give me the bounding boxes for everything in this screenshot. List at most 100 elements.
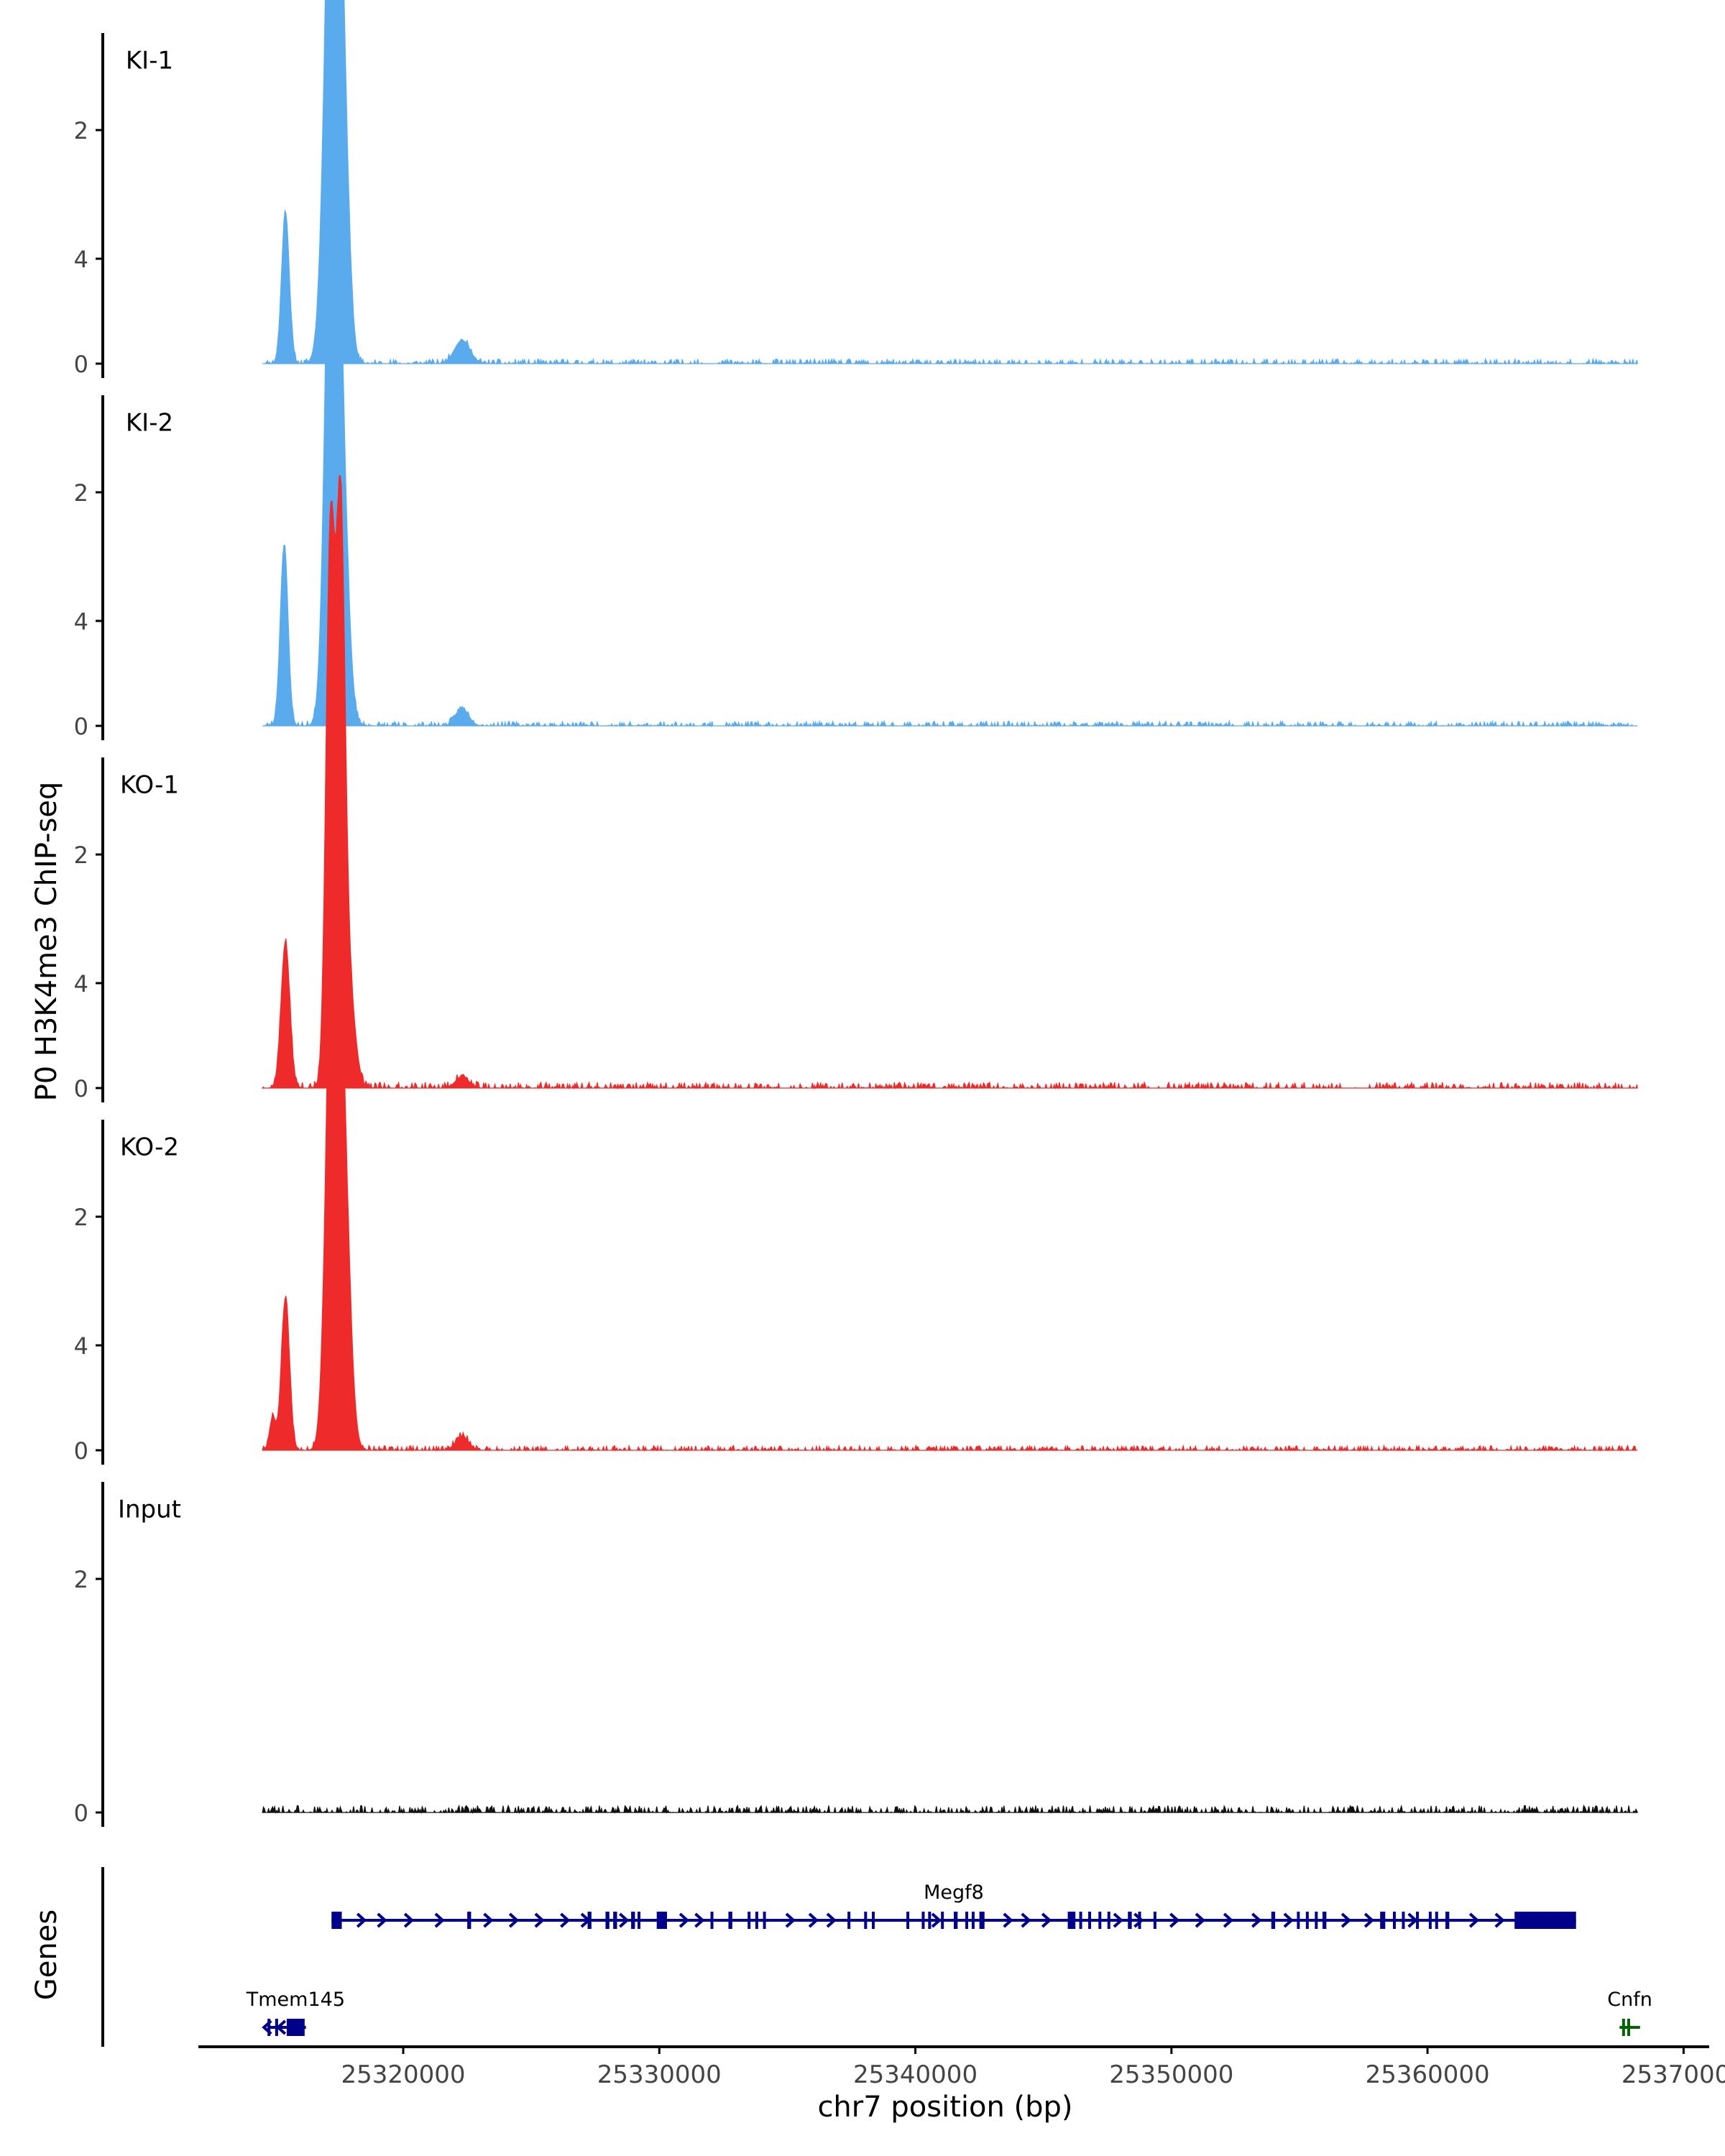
signal-area-input	[262, 1804, 1639, 1815]
gene-exon	[748, 1912, 751, 1929]
strand-arrow	[560, 1912, 571, 1928]
signal-area-ko-2	[262, 791, 1638, 1452]
gene-exon	[267, 2019, 271, 2036]
gene-exon	[1435, 1912, 1438, 1929]
strand-arrow	[1223, 1912, 1234, 1928]
genes-axis-title: Genes	[30, 1909, 63, 2000]
strand-arrow	[275, 2019, 287, 2035]
y-tick-label: 2	[74, 479, 88, 507]
track-ki-1: 0 2 4 KI-1	[74, 0, 1638, 378]
x-tick-label: 25350000	[1109, 2060, 1233, 2089]
strand-arrow	[1169, 1912, 1180, 1928]
x-axis-title: chr7 position (bp)	[817, 2091, 1072, 2124]
gene-exon	[1271, 1912, 1276, 1929]
gene-exon	[728, 1912, 732, 1929]
strand-arrow	[1133, 1912, 1144, 1928]
gene-exon	[1622, 2019, 1625, 2036]
x-tick-label: 25340000	[853, 2060, 978, 2089]
gene-exon	[613, 1912, 617, 1929]
gene-label: Megf8	[924, 1881, 984, 1904]
gene-exon	[1107, 1912, 1110, 1929]
y-tick-label: 0	[74, 1437, 88, 1465]
gene-exon	[941, 1912, 944, 1929]
gene-label: Tmem145	[246, 1989, 345, 2011]
y-axis-title: P0 H3K4me3 ChIP-seq	[30, 782, 63, 1102]
y-tick-label: 4	[74, 246, 88, 273]
strand-arrow	[1021, 1912, 1031, 1928]
y-tick-label: 4	[74, 1332, 88, 1360]
strand-arrow	[808, 1912, 819, 1928]
track-label: KI-2	[126, 409, 173, 438]
gene-exon	[965, 1912, 969, 1929]
x-tick-label: 25370000	[1622, 2060, 1725, 2089]
y-tick-label: 4	[74, 608, 88, 635]
gene-exon	[656, 1912, 667, 1929]
track-ki-2: 0 2 4 KI-2	[74, 26, 1638, 740]
strand-arrow	[826, 1912, 837, 1928]
strand-arrow	[931, 1912, 942, 1928]
signal-area-ki-1	[262, 0, 1638, 366]
strand-arrow	[678, 1912, 690, 1928]
x-axis: 25320000 25330000 25340000 25350000 25360000…	[198, 2045, 1725, 2089]
gene-exon	[1079, 1912, 1082, 1929]
gene-exon	[755, 1912, 758, 1929]
gene-exon	[1627, 2019, 1630, 2036]
gene-exon	[605, 1912, 610, 1929]
gene-exon	[1393, 1912, 1397, 1929]
gene-exon	[1445, 1912, 1450, 1929]
gene-exon	[954, 1912, 958, 1929]
signal-area-ko-1	[261, 474, 1638, 1090]
y-tick-label: 0	[74, 351, 88, 378]
gene-exon	[286, 2019, 305, 2036]
y-tick-label: 4	[74, 970, 88, 998]
track-input: 0 2 4 Input	[74, 1332, 1639, 1827]
strand-arrow	[785, 1912, 796, 1928]
gene-exon	[847, 1912, 851, 1929]
signal-area-ki-2	[262, 26, 1638, 728]
track-label: KO-2	[120, 1133, 179, 1162]
genes-panel: Megf8 Tmem145 Cnfn	[101, 1867, 1652, 2047]
strand-arrow	[1041, 1912, 1052, 1928]
strand-arrow	[1468, 1912, 1480, 1928]
gene-exon	[921, 1912, 925, 1929]
gene-exon	[1315, 1912, 1318, 1929]
strand-arrow	[483, 1912, 494, 1928]
gene-exon	[467, 1912, 472, 1929]
y-tick-label: 2	[74, 117, 88, 144]
track-ko-2: 0 2 4 KO-2	[74, 791, 1638, 1465]
gene-exon	[1305, 1912, 1309, 1929]
y-tick-label: 2	[74, 1204, 88, 1231]
gene-exon	[864, 1912, 868, 1929]
strand-arrow	[580, 1912, 591, 1928]
strand-arrow	[508, 1912, 520, 1928]
y-tick-label: 0	[74, 1800, 88, 1827]
track-label: Input	[118, 1496, 181, 1524]
x-tick-label: 25320000	[341, 2060, 465, 2089]
strand-arrow	[1363, 1912, 1375, 1928]
strand-arrow	[619, 1912, 630, 1928]
strand-arrow	[534, 1912, 545, 1928]
strand-arrow	[403, 1912, 415, 1928]
x-tick-label: 25360000	[1366, 2060, 1490, 2089]
track-ko-1: 0 2 4 KO-1	[74, 474, 1638, 1102]
strand-arrow	[1003, 1912, 1013, 1928]
y-tick-label: 0	[74, 1075, 88, 1102]
gene-exon	[1128, 1912, 1132, 1929]
gene-exon	[928, 1912, 932, 1929]
gene-exon	[979, 1912, 985, 1929]
strand-arrow	[1283, 1912, 1294, 1928]
gene-exon	[1088, 1912, 1092, 1929]
strand-arrow	[694, 1912, 705, 1928]
gene-exon	[710, 1912, 714, 1929]
strand-arrow	[1251, 1912, 1262, 1928]
y-tick-label: 2	[74, 842, 88, 869]
track-label: KI-1	[126, 47, 173, 75]
gene-exon	[1322, 1912, 1327, 1929]
gene-exon	[1067, 1912, 1076, 1929]
gene-exon	[1297, 1912, 1300, 1929]
gene-megf8: Megf8	[331, 1881, 1576, 1929]
gene-exon	[638, 1912, 641, 1929]
